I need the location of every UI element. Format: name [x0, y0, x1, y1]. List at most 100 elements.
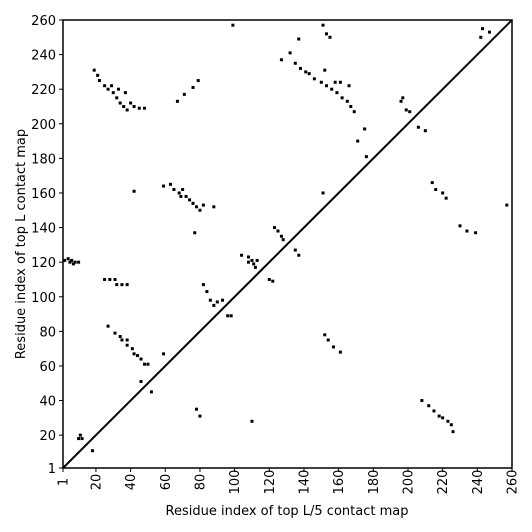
y-axis-label: Residue index of top L contact map [14, 129, 29, 359]
contact-point [293, 248, 297, 252]
contact-point [408, 110, 412, 114]
contact-point [106, 324, 110, 328]
contact-point [465, 229, 469, 233]
contact-point [115, 283, 119, 287]
contact-point [97, 79, 101, 83]
contact-point [194, 407, 198, 411]
contact-point [231, 23, 235, 27]
contact-point [146, 362, 150, 366]
y-tick-label: 20 [39, 429, 56, 444]
contact-point [416, 125, 420, 129]
contact-point [349, 104, 353, 108]
contact-point [106, 87, 110, 91]
contact-point [276, 229, 280, 233]
contact-point [137, 106, 141, 110]
x-tick-label: 1 [57, 478, 72, 486]
contact-point [505, 203, 509, 207]
contact-point [363, 127, 367, 131]
contact-point [364, 155, 368, 159]
contact-point [130, 347, 134, 351]
contact-point [487, 30, 491, 34]
contact-point [335, 91, 339, 95]
contact-point [162, 352, 166, 356]
contact-point [246, 260, 250, 264]
contact-point [458, 224, 462, 228]
contact-point [330, 87, 334, 91]
contact-point [253, 265, 257, 269]
contact-point [71, 262, 75, 266]
contact-point [179, 194, 183, 198]
y-tick-label: 200 [31, 118, 56, 133]
contact-point [103, 277, 107, 281]
x-axis-label: Residue index of top L/5 contact map [166, 504, 409, 519]
contact-point [404, 108, 408, 112]
contact-point [123, 91, 127, 95]
contact-point [149, 390, 153, 394]
contact-point [172, 188, 176, 192]
contact-point [70, 258, 74, 262]
contact-point [427, 404, 431, 408]
contact-point [281, 238, 285, 242]
x-tick-label: 260 [506, 470, 521, 495]
contact-point [272, 226, 276, 230]
contact-point [441, 191, 445, 195]
contact-point [92, 68, 96, 72]
contact-point [139, 357, 143, 361]
contact-point [399, 99, 403, 103]
contact-point [181, 188, 185, 192]
contact-point [142, 362, 146, 366]
contact-point [120, 338, 124, 342]
x-tick-label: 120 [263, 470, 278, 495]
contact-point [347, 84, 351, 88]
contact-point [255, 258, 259, 262]
contact-point [212, 303, 216, 307]
contact-point [326, 338, 330, 342]
contact-point [444, 196, 448, 200]
contact-point [136, 354, 140, 358]
contact-point [338, 80, 342, 84]
contact-point [118, 101, 122, 105]
contact-point [220, 298, 224, 302]
contact-point [333, 80, 337, 84]
x-tick-label: 220 [436, 470, 451, 495]
y-tick-label: 80 [39, 325, 56, 340]
y-tick-label: 240 [31, 49, 56, 64]
contact-point [279, 234, 283, 238]
contact-point [66, 257, 70, 261]
contact-point [325, 84, 329, 88]
contact-point [304, 70, 308, 74]
contact-point [481, 27, 485, 31]
contact-point [118, 335, 122, 339]
contact-point [208, 298, 212, 302]
contact-point [323, 68, 327, 72]
contact-point [319, 80, 323, 84]
contact-point [297, 37, 301, 41]
contact-point [78, 433, 82, 437]
contact-point [205, 290, 209, 294]
contact-point [125, 108, 129, 112]
contact-point [479, 35, 483, 39]
contact-point [240, 253, 244, 257]
contact-point [194, 205, 198, 209]
contact-point [193, 231, 197, 235]
contact-point [90, 449, 94, 453]
x-tick-label: 180 [367, 470, 382, 495]
contact-point [115, 96, 119, 100]
contact-point [108, 277, 112, 281]
contact-point [250, 419, 254, 423]
x-tick-label: 40 [124, 474, 139, 491]
contact-point [267, 277, 271, 281]
contact-point [331, 345, 335, 349]
contact-point [142, 106, 146, 110]
y-tick-label: 220 [31, 83, 56, 98]
contact-point [215, 300, 219, 304]
y-tick-label: 40 [39, 395, 56, 410]
contact-point [434, 188, 438, 192]
y-tick-label: 140 [31, 222, 56, 237]
contact-point [423, 129, 427, 133]
contact-point [182, 92, 186, 96]
contact-point [328, 35, 332, 39]
contact-point [449, 423, 453, 427]
contact-point [437, 414, 441, 418]
